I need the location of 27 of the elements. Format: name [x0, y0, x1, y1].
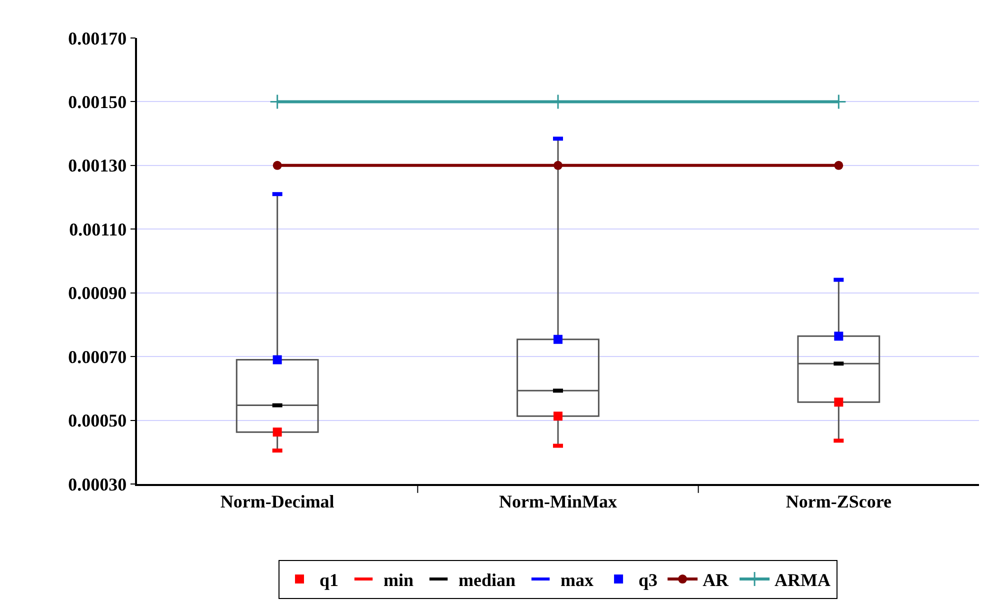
point — [554, 412, 562, 421]
x-tick-label: Norm-Decimal — [220, 491, 334, 512]
legend-label: q1 — [320, 570, 339, 590]
point — [272, 428, 282, 437]
point — [834, 398, 844, 407]
y-tick-label: 0.00070 — [68, 346, 127, 367]
y-tick-label: 0.00090 — [68, 283, 127, 304]
legend-label: median — [458, 570, 516, 590]
y-tick-label: 0.00110 — [69, 219, 127, 240]
y-tick-label: 0.00130 — [68, 156, 127, 176]
y-tick-label: 0.00050 — [68, 410, 127, 431]
legend-label: q3 — [638, 570, 658, 590]
legend-label: ARMA — [774, 570, 831, 590]
point — [272, 160, 282, 170]
legend-label: min — [384, 570, 414, 590]
legend-label: AR — [702, 570, 730, 590]
legend-label: max — [560, 570, 594, 590]
y-tick-label: 0.00030 — [68, 474, 127, 494]
point — [834, 332, 844, 341]
point — [272, 355, 282, 364]
point — [554, 334, 562, 344]
point — [834, 160, 844, 170]
x-tick-label: Norm-MinMax — [499, 491, 617, 512]
point — [554, 160, 562, 170]
y-tick-label: 0.00150 — [68, 92, 127, 112]
y-tick-label: 0.00170 — [68, 28, 127, 48]
x-tick-label: Norm-ZScore — [786, 491, 892, 512]
